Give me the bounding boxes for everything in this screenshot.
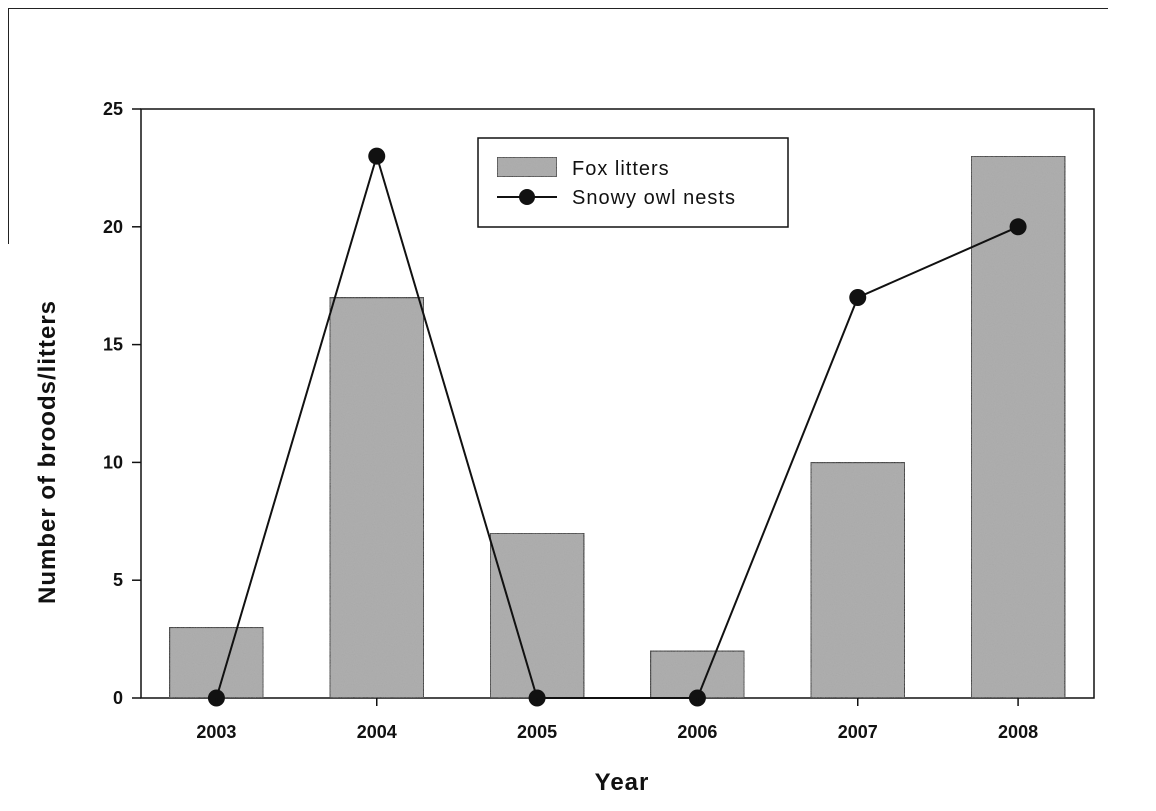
snowy-owl-nests-line <box>215 152 1019 699</box>
legend-swatch-snowy-owl-marker <box>519 189 535 205</box>
fox-litters-bars <box>168 155 1066 699</box>
x-tick-label: 2006 <box>677 722 717 742</box>
bar-fox-litters-2005 <box>489 532 585 699</box>
frame-top-border <box>8 8 1108 9</box>
y-tick-label: 15 <box>103 335 123 355</box>
x-tick-label: 2007 <box>838 722 878 742</box>
x-tick-label: 2005 <box>517 722 557 742</box>
y-tick-label: 10 <box>103 452 123 472</box>
point-snowy-owl-nests-2007 <box>849 288 867 306</box>
y-tick-label: 25 <box>103 99 123 119</box>
x-tick-label: 2003 <box>196 722 236 742</box>
x-axis: 2003 2004 2005 2006 2007 2008 <box>196 698 1038 742</box>
y-axis: 0 5 10 15 20 25 <box>103 99 141 708</box>
point-snowy-owl-nests-2004 <box>368 147 386 165</box>
bar-fox-litters-2004 <box>329 296 425 699</box>
x-tick-label: 2008 <box>998 722 1038 742</box>
y-axis-title: Number of broods/litters <box>34 300 61 604</box>
bar-fox-litters-2008 <box>970 155 1066 699</box>
bar-fox-litters-2007 <box>810 461 906 699</box>
frame-left-border <box>8 8 9 244</box>
x-tick-label: 2004 <box>357 722 397 742</box>
point-snowy-owl-nests-2008 <box>1009 218 1027 236</box>
legend-box <box>477 137 789 228</box>
y-tick-label: 20 <box>103 217 123 237</box>
y-tick-label: 0 <box>113 688 123 708</box>
legend-label-snowy-owl-nests: Snowy owl nests <box>572 187 736 209</box>
legend-label-fox-litters: Fox litters <box>572 158 670 180</box>
legend: Fox litters Snowy owl nests <box>477 137 789 228</box>
y-tick-label: 5 <box>113 570 123 590</box>
legend-swatch-fox-litters <box>496 156 558 178</box>
bar-fox-litters-2003 <box>168 626 265 699</box>
x-axis-title: Year <box>595 769 650 796</box>
